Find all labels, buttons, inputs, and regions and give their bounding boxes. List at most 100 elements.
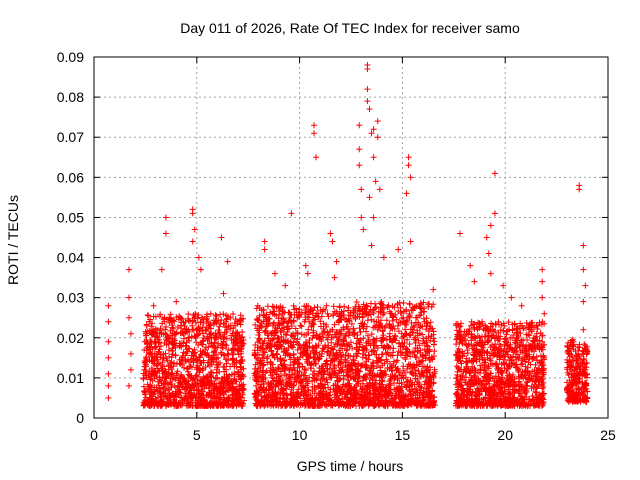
- data-point: [291, 306, 298, 313]
- data-point: [266, 315, 273, 322]
- data-point: [269, 374, 276, 381]
- data-point: [177, 380, 184, 387]
- data-point: [428, 303, 435, 310]
- data-point: [200, 398, 207, 405]
- data-point: [415, 398, 422, 405]
- data-point: [199, 330, 206, 337]
- data-point: [464, 402, 471, 409]
- data-point: [202, 346, 209, 353]
- data-point: [252, 321, 259, 328]
- data-point: [194, 331, 201, 338]
- data-point: [268, 394, 275, 401]
- data-point: [188, 333, 195, 340]
- data-point: [197, 366, 204, 373]
- data-point: [466, 370, 473, 377]
- data-point: [389, 349, 396, 356]
- data-point: [301, 318, 308, 325]
- data-point: [530, 395, 537, 402]
- data-point: [363, 358, 370, 365]
- data-point: [481, 373, 488, 380]
- data-point: [171, 337, 178, 344]
- data-point: [407, 377, 414, 384]
- data-point: [424, 388, 431, 395]
- data-point: [395, 348, 402, 355]
- data-point: [478, 343, 485, 350]
- data-point: [306, 374, 313, 381]
- data-point: [481, 350, 488, 357]
- data-point: [384, 342, 391, 349]
- data-point: [384, 358, 391, 365]
- data-point: [383, 317, 390, 324]
- data-point: [141, 346, 148, 353]
- data-point: [301, 399, 308, 406]
- data-point: [209, 369, 216, 376]
- data-point: [212, 312, 219, 319]
- data-point: [186, 334, 193, 341]
- data-point: [166, 381, 173, 388]
- data-point: [263, 345, 270, 352]
- data-point: [185, 311, 192, 318]
- data-point: [417, 300, 424, 307]
- data-point: [355, 350, 362, 357]
- data-point: [463, 358, 470, 365]
- data-point: [252, 393, 259, 400]
- data-point: [523, 379, 530, 386]
- data-point: [140, 383, 147, 390]
- data-point: [153, 384, 160, 391]
- data-point: [455, 346, 462, 353]
- data-point: [311, 304, 318, 311]
- data-point: [475, 319, 482, 326]
- data-point: [329, 358, 336, 365]
- data-point: [309, 388, 316, 395]
- data-point: [331, 321, 338, 328]
- data-point: [161, 363, 168, 370]
- data-point: [460, 387, 467, 394]
- data-point: [352, 361, 359, 368]
- data-point: [309, 395, 316, 402]
- data-point: [237, 312, 244, 319]
- data-point: [385, 343, 392, 350]
- data-point: [344, 394, 351, 401]
- data-point: [254, 347, 261, 354]
- data-point: [284, 395, 291, 402]
- data-point: [211, 387, 218, 394]
- data-point: [271, 368, 278, 375]
- data-point: [162, 350, 169, 357]
- data-point: [397, 343, 404, 350]
- data-point: [414, 402, 421, 409]
- data-point: [269, 337, 276, 344]
- data-point: [302, 314, 309, 321]
- data-point: [236, 332, 243, 339]
- data-point: [396, 380, 403, 387]
- data-point: [160, 355, 167, 362]
- data-point: [338, 368, 345, 375]
- data-point: [372, 351, 379, 358]
- data-point: [183, 339, 190, 346]
- data-point: [312, 342, 319, 349]
- data-point: [203, 352, 210, 359]
- data-point: [217, 321, 224, 328]
- data-point: [372, 401, 379, 408]
- data-point: [395, 308, 402, 315]
- data-point: [311, 377, 318, 384]
- data-point: [204, 337, 211, 344]
- data-point: [227, 314, 234, 321]
- data-point: [286, 309, 293, 316]
- data-point: [388, 375, 395, 382]
- data-point: [348, 320, 355, 327]
- data-point: [353, 346, 360, 353]
- data-point: [180, 384, 187, 391]
- data-point: [294, 364, 301, 371]
- plot-frame: [93, 56, 609, 419]
- data-point: [518, 357, 525, 364]
- data-point: [222, 324, 229, 331]
- data-point: [226, 386, 233, 393]
- data-point: [524, 353, 531, 360]
- data-point: [519, 398, 526, 405]
- data-point: [169, 347, 176, 354]
- data-point: [191, 313, 198, 320]
- data-point: [414, 314, 421, 321]
- data-point: [293, 390, 300, 397]
- data-point: [369, 394, 376, 401]
- data-point: [495, 365, 502, 372]
